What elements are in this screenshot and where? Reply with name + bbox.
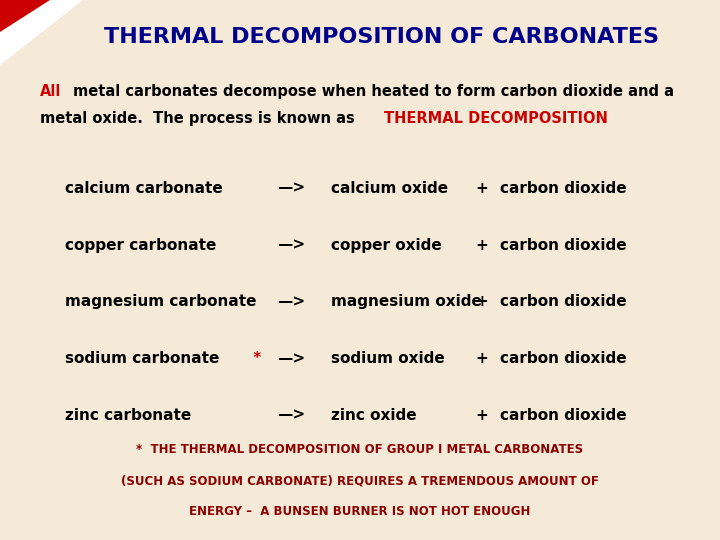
Text: —>: —> (277, 238, 305, 253)
Text: carbon dioxide: carbon dioxide (500, 294, 627, 309)
Text: carbon dioxide: carbon dioxide (500, 351, 627, 366)
Text: THERMAL DECOMPOSITION: THERMAL DECOMPOSITION (384, 111, 608, 126)
Text: metal oxide.  The process is known as: metal oxide. The process is known as (40, 111, 359, 126)
Text: copper carbonate: copper carbonate (65, 238, 216, 253)
Text: *  THE THERMAL DECOMPOSITION OF GROUP I METAL CARBONATES: * THE THERMAL DECOMPOSITION OF GROUP I M… (136, 443, 584, 456)
Text: (SUCH AS SODIUM CARBONATE) REQUIRES A TREMENDOUS AMOUNT OF: (SUCH AS SODIUM CARBONATE) REQUIRES A TR… (121, 474, 599, 487)
Text: +: + (475, 294, 488, 309)
Text: carbon dioxide: carbon dioxide (500, 408, 627, 423)
Text: sodium carbonate: sodium carbonate (65, 351, 219, 366)
Text: metal carbonates decompose when heated to form carbon dioxide and a: metal carbonates decompose when heated t… (73, 84, 674, 99)
Text: copper oxide: copper oxide (331, 238, 442, 253)
Text: —>: —> (277, 181, 305, 196)
Text: GCSE: GCSE (6, 3, 35, 13)
Text: —>: —> (277, 408, 305, 423)
Text: carbon dioxide: carbon dioxide (500, 238, 627, 253)
Text: ENERGY –  A BUNSEN BURNER IS NOT HOT ENOUGH: ENERGY – A BUNSEN BURNER IS NOT HOT ENOU… (189, 505, 531, 518)
Text: THERMAL DECOMPOSITION OF CARBONATES: THERMAL DECOMPOSITION OF CARBONATES (104, 27, 659, 47)
Text: zinc oxide: zinc oxide (331, 408, 417, 423)
Text: carbon dioxide: carbon dioxide (500, 181, 627, 196)
Text: —>: —> (277, 294, 305, 309)
Text: calcium oxide: calcium oxide (331, 181, 449, 196)
Text: magnesium oxide: magnesium oxide (331, 294, 482, 309)
Text: +: + (475, 181, 488, 196)
Text: All: All (40, 84, 61, 99)
Text: zinc carbonate: zinc carbonate (65, 408, 191, 423)
Text: +: + (475, 351, 488, 366)
Polygon shape (0, 0, 50, 32)
Text: +: + (475, 238, 488, 253)
Text: magnesium carbonate: magnesium carbonate (65, 294, 256, 309)
Text: sodium oxide: sodium oxide (331, 351, 445, 366)
Text: calcium carbonate: calcium carbonate (65, 181, 222, 196)
Text: *: * (248, 351, 261, 366)
Polygon shape (0, 0, 83, 65)
Text: —>: —> (277, 351, 305, 366)
Text: +: + (475, 408, 488, 423)
